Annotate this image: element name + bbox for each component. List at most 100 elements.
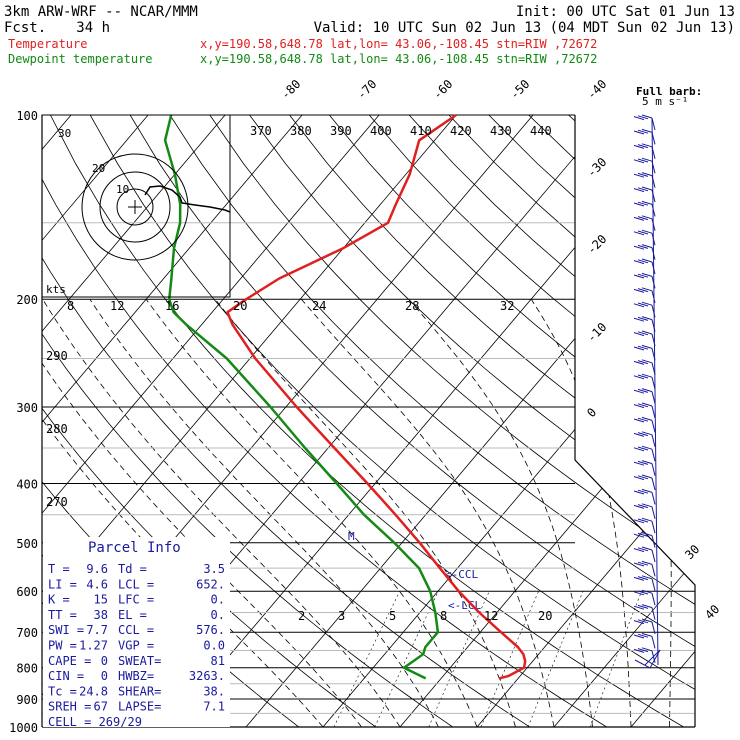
pressure-tick-100: 100 [16, 109, 38, 123]
wind-barb [633, 258, 656, 275]
temperature-tick--60: -60 [430, 77, 455, 102]
parcel-label: CIN = [48, 669, 84, 683]
hodograph: 30 20 10 kts [41, 114, 231, 298]
mixing-ratio-12 [527, 591, 584, 727]
pressure-tick-1000: 1000 [9, 721, 38, 735]
theta-label-420: 420 [450, 124, 472, 138]
wind-barb [633, 532, 656, 548]
temperature-tick--80: -80 [278, 77, 303, 102]
parcel-row: CELL = 269/29 [48, 715, 142, 729]
moist-adiabat--10 [42, 299, 324, 727]
hodograph-ring-mid [99, 171, 171, 243]
parcel-info-background [43, 537, 230, 727]
mixing-top-24: 24 [312, 299, 326, 313]
wind-barb [633, 301, 656, 318]
pressure-tick-600: 600 [16, 585, 38, 599]
parcel-value: 67 [94, 700, 108, 714]
parcel-info-title: Parcel Info [88, 540, 181, 556]
mixing-bottom-12: 12 [484, 609, 498, 623]
isotherm-10 [476, 115, 695, 727]
hodograph-ring-label-30: 30 [58, 127, 71, 140]
dewpoint-profile [163, 114, 440, 680]
wind-barb [633, 287, 656, 303]
wind-barb [633, 517, 656, 534]
parcel-label: K = [48, 593, 70, 607]
wind-barb [633, 186, 656, 203]
wind-barb [633, 460, 656, 476]
wind-barb [633, 474, 656, 491]
parcel-info-panel: Parcel Info T = 9.6 Td = 3.5 LI = 4.6 LCL = 652… [43, 537, 230, 729]
level-m-annotation: M [348, 530, 355, 543]
moist-adiabat-25 [408, 298, 593, 727]
parcel-value: 576. [196, 623, 225, 637]
isentrope-label-290: 290 [46, 349, 68, 363]
parcel-value: 3.5 [203, 562, 225, 576]
parcel-label: SWEAT= [118, 654, 161, 668]
forecast-hour: 34 h [76, 20, 110, 36]
mixing-top-20: 20 [233, 299, 247, 313]
parcel-row: PW = 1.27 VGP = 0.0 [48, 639, 225, 653]
ccl-annotation: <-CCL [445, 568, 478, 581]
parcel-value: 38 [94, 608, 108, 622]
init-time: Init: 00 UTC Sat 01 Jun 13 [516, 4, 735, 20]
parcel-label: CELL = 269/29 [48, 715, 142, 729]
dewpoint-legend: Dewpoint temperature [8, 52, 153, 66]
wind-barb [633, 272, 656, 289]
parcel-value: 0 [101, 654, 108, 668]
valid-time: Valid: 10 UTC Sun 02 Jun 13 (04 MDT Sun … [314, 20, 735, 36]
wind-barb [633, 445, 656, 462]
wind-barb [633, 330, 656, 347]
dewpoint-location: x,y=190.58,648.78 lat,lon= 43.06,-108.45… [200, 52, 597, 66]
temperature-tick--40: -40 [584, 77, 609, 102]
hodograph-ring-label-10: 10 [116, 183, 129, 196]
parcel-label: HWBZ= [118, 669, 154, 683]
isotherm--70 [42, 115, 380, 727]
isotherm-20 [553, 115, 695, 727]
mixing-top-8: 8 [67, 299, 74, 313]
temperature-location: x,y=190.58,648.78 lat,lon= 43.06,-108.45… [200, 37, 597, 51]
parcel-value: 7.1 [203, 700, 225, 714]
dry-adiabat-370 [289, 115, 695, 727]
parcel-row: SREH = 67 LAPSE= 7.1 [48, 700, 225, 714]
wind-barb [633, 589, 656, 606]
pressure-tick-400: 400 [16, 477, 38, 491]
wind-barb [633, 546, 656, 563]
parcel-label: Tc = [48, 684, 77, 698]
moist-adiabat-0 [42, 298, 401, 727]
mixing-bottom-20: 20 [538, 609, 552, 623]
isentrope-label-270: 270 [46, 495, 68, 509]
parcel-row: T = 9.6 Td = 3.5 [48, 562, 225, 576]
parcel-value: 0 [101, 669, 108, 683]
wind-barb [633, 215, 656, 231]
parcel-value: 652. [196, 577, 225, 591]
wind-barb [633, 344, 656, 361]
wind-barb [633, 373, 656, 390]
pressure-tick-300: 300 [16, 401, 38, 415]
parcel-value: 81 [211, 654, 225, 668]
wind-barb [633, 488, 656, 505]
parcel-value: 1.27 [79, 639, 108, 653]
temperature-tick-0: 0 [584, 405, 599, 420]
wind-barb [633, 172, 656, 188]
parcel-value: 3263. [189, 669, 225, 683]
wind-barb [633, 503, 656, 519]
parcel-row: CIN = 0 HWBZ= 3263. [48, 669, 225, 683]
wind-barb [633, 431, 656, 447]
parcel-row: K = 15 LFC = 0. [48, 593, 225, 607]
profile-curves: <-CCL <-LCL M [163, 113, 527, 680]
wind-barb [633, 604, 656, 620]
isentrope-label-280: 280 [46, 422, 68, 436]
isotherm--100 [42, 115, 149, 727]
temperature-tick--20: -20 [584, 232, 609, 257]
hodograph-frame [41, 114, 231, 298]
mixing-ratio-3 [374, 591, 439, 727]
dry-adiabat-410 [448, 115, 695, 727]
parcel-value: 15 [94, 593, 108, 607]
forecast-label: Fcst. [4, 20, 46, 36]
wind-barb [633, 388, 656, 404]
mixing-top-16: 16 [165, 299, 179, 313]
parcel-value: 7.7 [86, 623, 108, 637]
wind-barb [633, 575, 656, 591]
wind-barb [633, 157, 656, 174]
temperature-tick-40: 40 [702, 602, 722, 622]
